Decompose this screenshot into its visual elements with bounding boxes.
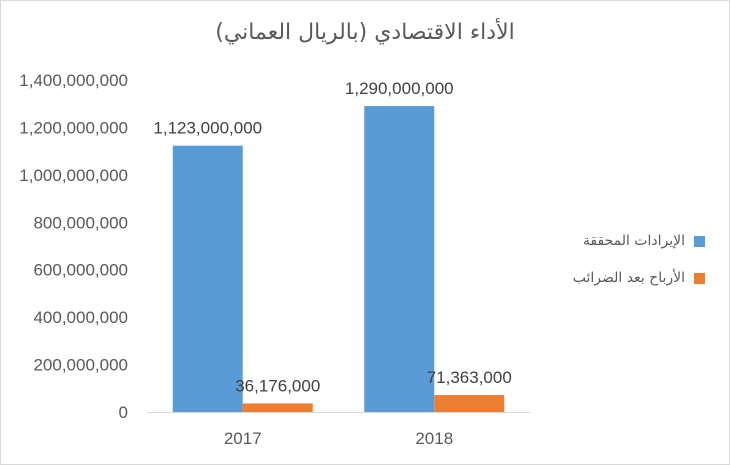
- data-label: 71,363,000: [427, 368, 512, 387]
- y-tick-label: 400,000,000: [33, 308, 128, 327]
- x-tick-label: 2017: [224, 429, 262, 448]
- legend-item-profit: الأرباح بعد الضرائب: [573, 267, 705, 289]
- legend-swatch-profit: [694, 272, 705, 284]
- legend-swatch-revenue: [694, 235, 705, 247]
- chart-title: الأداء الاقتصادي (بالريال العماني): [215, 20, 515, 45]
- bar-profit-2018: [434, 395, 505, 412]
- bar-revenue-2017: [172, 145, 243, 412]
- bar-profit-2017: [242, 403, 313, 412]
- x-tick-label: 2018: [415, 429, 453, 448]
- legend-label-profit: الأرباح بعد الضرائب: [572, 270, 685, 286]
- y-tick-label: 1,200,000,000: [19, 118, 128, 137]
- y-tick-label: 800,000,000: [33, 213, 128, 232]
- data-label: 36,176,000: [235, 376, 320, 395]
- bar-revenue-2018: [364, 106, 435, 412]
- y-tick-label: 200,000,000: [33, 356, 128, 375]
- y-tick-label: 600,000,000: [33, 261, 128, 280]
- legend-label-revenue: الإيرادات المحققة: [582, 233, 685, 249]
- data-label: 1,290,000,000: [345, 79, 454, 98]
- y-tick-label: 0: [119, 403, 128, 422]
- y-tick-label: 1,000,000,000: [19, 166, 128, 185]
- legend-item-revenue: الإيرادات المحققة: [583, 230, 705, 252]
- data-label: 1,123,000,000: [153, 119, 262, 138]
- y-tick-label: 1,400,000,000: [19, 71, 128, 90]
